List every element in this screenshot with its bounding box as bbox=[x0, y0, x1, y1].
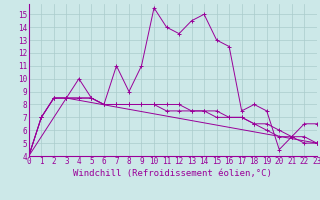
X-axis label: Windchill (Refroidissement éolien,°C): Windchill (Refroidissement éolien,°C) bbox=[73, 169, 272, 178]
